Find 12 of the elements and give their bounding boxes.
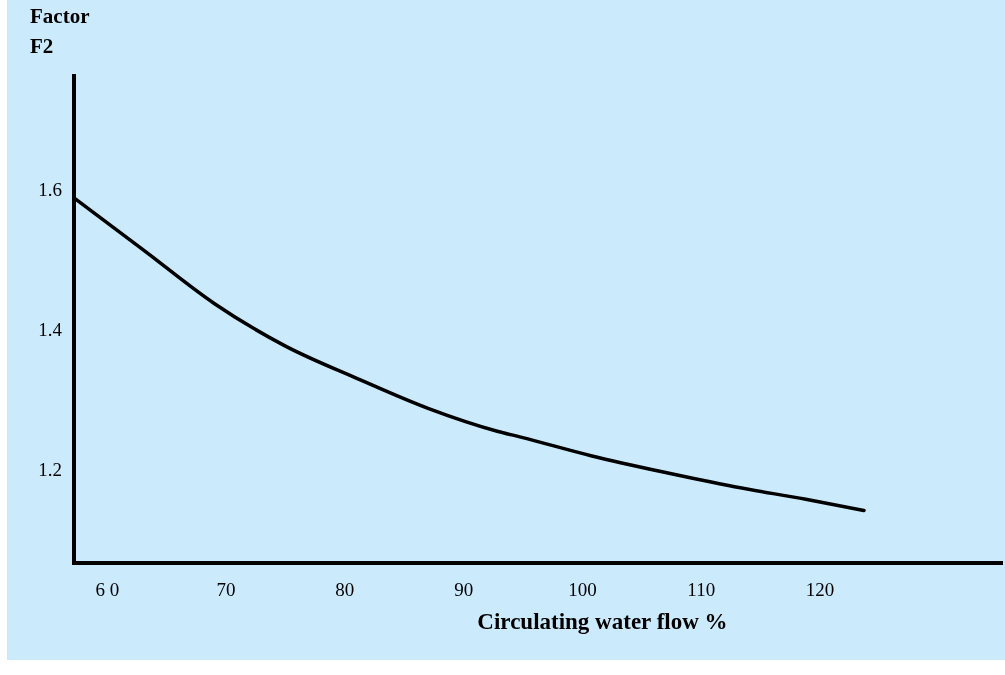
- y-tick-label: 1.2: [38, 458, 62, 480]
- y-tick-label: 1.6: [38, 179, 62, 201]
- x-tick-label: 90: [454, 579, 474, 600]
- x-tick-label: 6 0: [95, 579, 120, 600]
- x-tick-label: 120: [805, 579, 835, 600]
- y-axis-title: Factor F2: [30, 4, 90, 58]
- x-tick-label: 100: [568, 579, 597, 600]
- x-tick-label: 80: [335, 579, 355, 600]
- x-axis-title: Circulating water flow %: [477, 609, 728, 634]
- y-tick-label: 1.4: [38, 318, 63, 340]
- x-tick-label: 70: [216, 579, 236, 600]
- x-tick-label: 110: [687, 579, 716, 600]
